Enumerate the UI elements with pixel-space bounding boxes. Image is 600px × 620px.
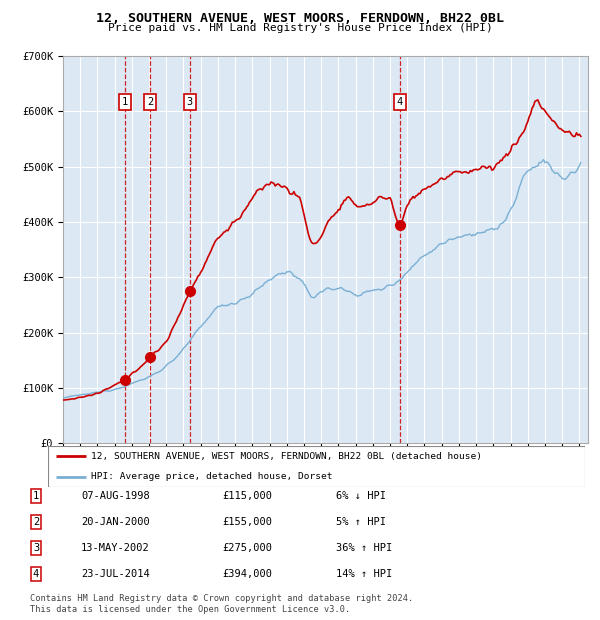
Text: 07-AUG-1998: 07-AUG-1998 bbox=[81, 491, 150, 501]
Text: 12, SOUTHERN AVENUE, WEST MOORS, FERNDOWN, BH22 0BL: 12, SOUTHERN AVENUE, WEST MOORS, FERNDOW… bbox=[96, 12, 504, 25]
Text: 4: 4 bbox=[397, 97, 403, 107]
Text: 1: 1 bbox=[33, 491, 39, 501]
Text: 2: 2 bbox=[33, 517, 39, 527]
Text: 6% ↓ HPI: 6% ↓ HPI bbox=[336, 491, 386, 501]
Text: 13-MAY-2002: 13-MAY-2002 bbox=[81, 543, 150, 553]
Text: 36% ↑ HPI: 36% ↑ HPI bbox=[336, 543, 392, 553]
Text: 3: 3 bbox=[187, 97, 193, 107]
Text: 1: 1 bbox=[122, 97, 128, 107]
Text: £115,000: £115,000 bbox=[222, 491, 272, 501]
Text: Price paid vs. HM Land Registry's House Price Index (HPI): Price paid vs. HM Land Registry's House … bbox=[107, 23, 493, 33]
Text: £394,000: £394,000 bbox=[222, 569, 272, 579]
Text: 2: 2 bbox=[147, 97, 153, 107]
Text: This data is licensed under the Open Government Licence v3.0.: This data is licensed under the Open Gov… bbox=[30, 604, 350, 614]
Text: 14% ↑ HPI: 14% ↑ HPI bbox=[336, 569, 392, 579]
Text: 5% ↑ HPI: 5% ↑ HPI bbox=[336, 517, 386, 527]
Text: £155,000: £155,000 bbox=[222, 517, 272, 527]
Text: 20-JAN-2000: 20-JAN-2000 bbox=[81, 517, 150, 527]
Text: 4: 4 bbox=[33, 569, 39, 579]
Text: 3: 3 bbox=[33, 543, 39, 553]
Text: 23-JUL-2014: 23-JUL-2014 bbox=[81, 569, 150, 579]
Text: 12, SOUTHERN AVENUE, WEST MOORS, FERNDOWN, BH22 0BL (detached house): 12, SOUTHERN AVENUE, WEST MOORS, FERNDOW… bbox=[91, 452, 482, 461]
Text: HPI: Average price, detached house, Dorset: HPI: Average price, detached house, Dors… bbox=[91, 472, 332, 481]
Text: £275,000: £275,000 bbox=[222, 543, 272, 553]
Text: Contains HM Land Registry data © Crown copyright and database right 2024.: Contains HM Land Registry data © Crown c… bbox=[30, 593, 413, 603]
